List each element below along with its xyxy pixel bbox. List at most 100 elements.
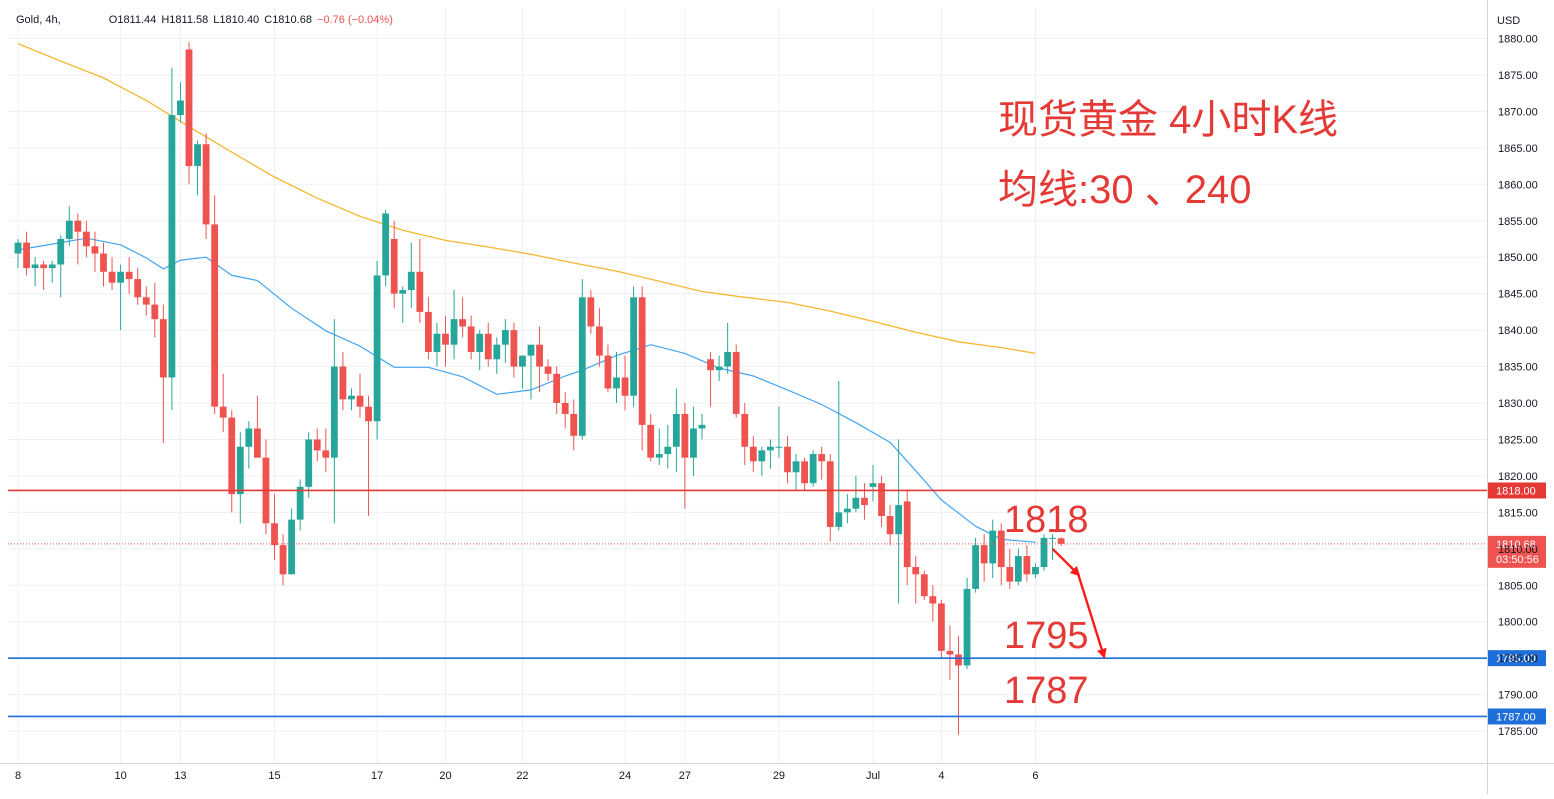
y-tick-label: 1810.00	[1498, 544, 1538, 556]
x-tick-label: 4	[938, 770, 944, 782]
candle	[741, 403, 749, 465]
candle	[373, 260, 381, 440]
candle	[724, 322, 732, 374]
candle-body	[963, 588, 971, 666]
candle	[553, 366, 561, 414]
y-tick-label: 1860.00	[1498, 179, 1538, 191]
candle-body	[83, 231, 90, 247]
candle-body	[425, 311, 432, 352]
x-tick-label: 17	[371, 770, 383, 782]
candle-body	[288, 519, 295, 575]
symbol-label[interactable]: Gold, 4h,	[16, 14, 61, 26]
candle-body	[707, 359, 714, 371]
y-tick-label: 1785.00	[1498, 726, 1538, 738]
candle	[809, 450, 817, 487]
candle	[382, 209, 390, 287]
candle	[989, 519, 997, 578]
candle-body	[861, 497, 868, 506]
candle	[1057, 537, 1065, 546]
candle	[219, 373, 227, 433]
candle-body	[852, 497, 860, 509]
candle-body	[946, 650, 954, 655]
y-tick-label: 1800.00	[1498, 617, 1538, 629]
candle-body	[168, 115, 176, 378]
candle-body	[433, 333, 441, 352]
candle	[399, 286, 407, 323]
chart-header: Gold, 4h, O1811.44 H1811.58 L1810.40 C18…	[16, 14, 395, 26]
candle	[527, 344, 535, 400]
candle	[903, 490, 911, 586]
candle-body	[382, 213, 390, 276]
candle-body	[920, 574, 928, 597]
level-price-tag	[1488, 650, 1546, 667]
candle-body	[638, 297, 646, 425]
candle	[826, 454, 834, 542]
ohlc-low: L1810.40	[213, 14, 260, 26]
candle-body	[1040, 537, 1048, 568]
candle-body	[313, 439, 321, 451]
candle	[972, 537, 979, 593]
candle	[23, 231, 30, 276]
candle	[920, 570, 928, 600]
candle	[792, 454, 800, 491]
candle-body	[767, 446, 774, 451]
candle	[570, 399, 578, 451]
candle-body	[245, 428, 253, 447]
candle-body	[621, 377, 629, 396]
candle-body	[365, 406, 372, 422]
candle-body	[65, 220, 73, 239]
candle-body	[202, 144, 210, 225]
candle	[330, 319, 338, 524]
x-tick-label: 29	[773, 770, 785, 782]
candle	[690, 406, 697, 476]
candle-body	[450, 319, 458, 345]
candle-body	[758, 450, 766, 462]
candle	[1032, 563, 1039, 578]
candle	[202, 133, 210, 239]
candle-body	[698, 424, 706, 429]
y-tick-label: 1790.00	[1498, 690, 1538, 702]
candle	[108, 257, 116, 291]
candle-body	[125, 271, 133, 280]
y-tick-label: 1805.00	[1498, 580, 1538, 592]
candle	[450, 290, 458, 360]
candle-body	[416, 271, 424, 312]
candle	[74, 213, 82, 265]
candle-body	[784, 446, 791, 473]
candle-body	[826, 461, 834, 527]
candle-body	[878, 483, 885, 516]
candle-body	[476, 333, 484, 352]
y-tick-label: 1875.00	[1498, 70, 1538, 82]
candle-body	[271, 523, 278, 546]
candle	[613, 351, 620, 403]
candle	[245, 421, 253, 469]
candle-body	[536, 344, 543, 367]
candle-body	[972, 545, 979, 589]
x-tick-label: 15	[268, 770, 280, 782]
candle-body	[322, 450, 330, 458]
candle-body	[159, 319, 167, 378]
candle-body	[399, 290, 407, 294]
candle-body	[211, 224, 219, 407]
y-tick-label: 1865.00	[1498, 143, 1538, 155]
candle	[912, 556, 920, 604]
candle	[356, 373, 364, 418]
candle	[484, 322, 492, 367]
x-tick-label: 24	[619, 770, 631, 782]
candle-body	[578, 297, 586, 436]
level-label-1818: 1818	[1004, 499, 1089, 541]
candle	[117, 264, 124, 331]
candle	[578, 279, 586, 440]
ohlc-high: H1811.58	[161, 14, 209, 26]
candle	[886, 505, 894, 546]
projection-arrow	[1077, 573, 1107, 659]
candle-body	[989, 530, 997, 564]
candle-body	[553, 373, 561, 403]
candle	[91, 231, 99, 272]
axis-labels: 1785.00 1790.00 1795.00 1800.00 1805.00 1810.…	[15, 15, 1538, 782]
candle	[767, 439, 774, 469]
last-price-tag	[1488, 535, 1546, 568]
candle	[168, 67, 176, 411]
